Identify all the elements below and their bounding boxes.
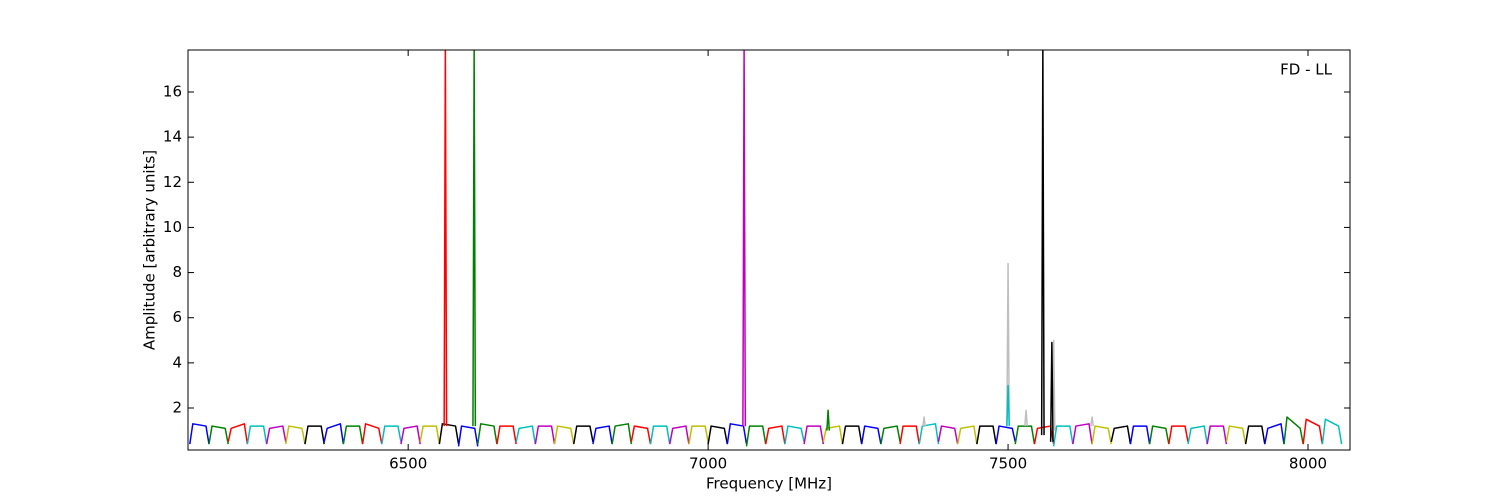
series-line [841,425,863,445]
x-tick-label: 8000 [1289,455,1327,473]
series-line [688,425,709,445]
series-line [1006,262,1011,427]
series-line [764,425,786,445]
series-line [381,425,402,445]
series-line [1321,418,1343,445]
series-line [726,423,748,445]
axes-frame [187,49,1351,451]
series-line [1091,425,1112,445]
series-line [707,425,729,445]
series-line [1225,425,1247,445]
series-line [1302,418,1324,445]
series-line [227,423,249,445]
series-line [826,409,831,431]
series-line [189,423,210,445]
series-line [246,425,268,445]
series-line [1090,416,1094,427]
series-line [956,425,978,445]
y-tick-label: 4 [172,353,182,371]
series-line [1244,425,1266,445]
series-line [745,425,767,447]
series-line [443,50,448,427]
series-line [265,425,287,445]
series-line [784,425,805,445]
plot-area [189,50,1343,447]
series-line [649,425,671,445]
series-line [472,50,477,427]
series-line [323,423,345,445]
y-tick-label: 8 [172,263,182,281]
series-line [457,425,479,447]
series-line [922,416,927,427]
y-tick-label: 10 [163,218,182,236]
series-line [592,425,613,445]
series-line [419,425,441,445]
x-tick-label: 6500 [389,455,427,473]
series-line [1283,416,1304,445]
series-line [1168,425,1189,445]
series-line [1129,425,1151,445]
series-line [1187,425,1208,445]
series-line [572,425,594,445]
series-line [630,425,652,445]
series-line [822,425,844,445]
x-axis-label: Frequency [MHz] [706,475,832,493]
y-tick-label: 6 [172,308,182,326]
series-line [285,425,306,445]
series-line [976,425,997,445]
series-line [208,425,229,445]
series-line [400,425,421,445]
series-line [477,423,498,445]
series-line [1049,341,1054,442]
series-line [668,425,690,445]
series-line [995,425,1016,445]
series-line [1006,384,1011,427]
series-line [553,425,575,445]
series-line [1264,423,1285,445]
y-tick-label: 14 [163,128,182,146]
series-line [742,50,747,427]
y-tick-label: 2 [172,399,182,417]
series-line [1206,425,1228,445]
series-line [1072,423,1093,445]
series-line [1052,425,1074,447]
series-line [361,423,383,445]
y-tick-label: 12 [163,173,182,191]
annotation: FD - LL [1280,61,1332,79]
series-line [1014,425,1036,445]
series-line [918,423,940,445]
series-line [899,425,921,445]
x-tick-label: 7000 [689,455,727,473]
series-line [1040,50,1045,436]
y-tick-label: 16 [163,82,182,100]
series-line [880,425,901,445]
series-line [611,423,633,445]
series-line [1148,425,1170,445]
series-line [860,425,882,445]
series-line [496,425,517,445]
x-tick-label: 7500 [989,455,1027,473]
series-line [515,425,537,445]
series-line [937,425,959,445]
series-line [534,425,556,445]
series-line [1024,409,1029,427]
series-line [438,423,460,445]
series-line [803,425,825,445]
series-line [304,425,325,445]
y-axis-label: Amplitude [arbitrary units] [141,150,159,350]
series-line [1110,425,1132,445]
series-line [342,425,364,445]
